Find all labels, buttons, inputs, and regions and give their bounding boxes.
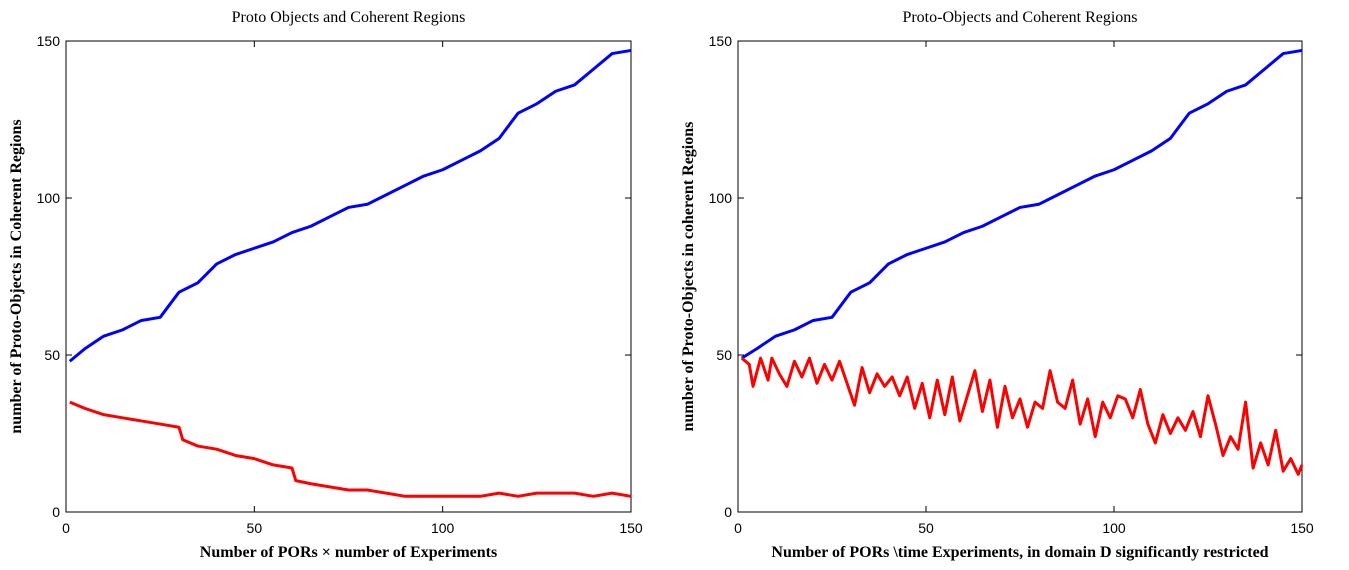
y-axis-label: number of Proto-Objects in Coherent Regi… [8, 119, 25, 433]
line-series [68, 48, 632, 363]
line-series [740, 48, 1303, 360]
x-tick-label: 100 [1102, 520, 1126, 536]
chart-title: Proto Objects and Coherent Regions [232, 9, 466, 26]
x-axis-label: Number of PORs \time Experiments, in dom… [771, 544, 1268, 561]
line-series [740, 356, 1304, 476]
x-tick-label: 150 [1290, 520, 1314, 536]
y-tick-label: 150 [709, 33, 733, 49]
chart-title: Proto-Objects and Coherent Regions [902, 9, 1137, 26]
y-tick-label: 0 [52, 504, 60, 520]
y-tick-label: 100 [709, 190, 733, 206]
x-tick-label: 50 [918, 520, 934, 536]
x-tick-label: 50 [247, 520, 263, 536]
plot-frame [65, 40, 632, 513]
y-tick-label: 100 [37, 190, 61, 206]
x-tick-label: 0 [62, 520, 70, 536]
x-axis-label: Number of PORs × number of Experiments [200, 544, 497, 561]
x-tick-label: 0 [734, 520, 742, 536]
line-series [69, 400, 632, 498]
x-tick-label: 150 [619, 520, 643, 536]
plot-frame [737, 40, 1303, 513]
y-tick-label: 0 [724, 504, 732, 520]
y-tick-label: 50 [716, 347, 732, 363]
y-tick-label: 50 [44, 347, 60, 363]
x-tick-label: 100 [431, 520, 455, 536]
y-tick-label: 150 [37, 33, 61, 49]
y-axis-label: number of Proto-Objects in coherent Regi… [680, 122, 697, 432]
